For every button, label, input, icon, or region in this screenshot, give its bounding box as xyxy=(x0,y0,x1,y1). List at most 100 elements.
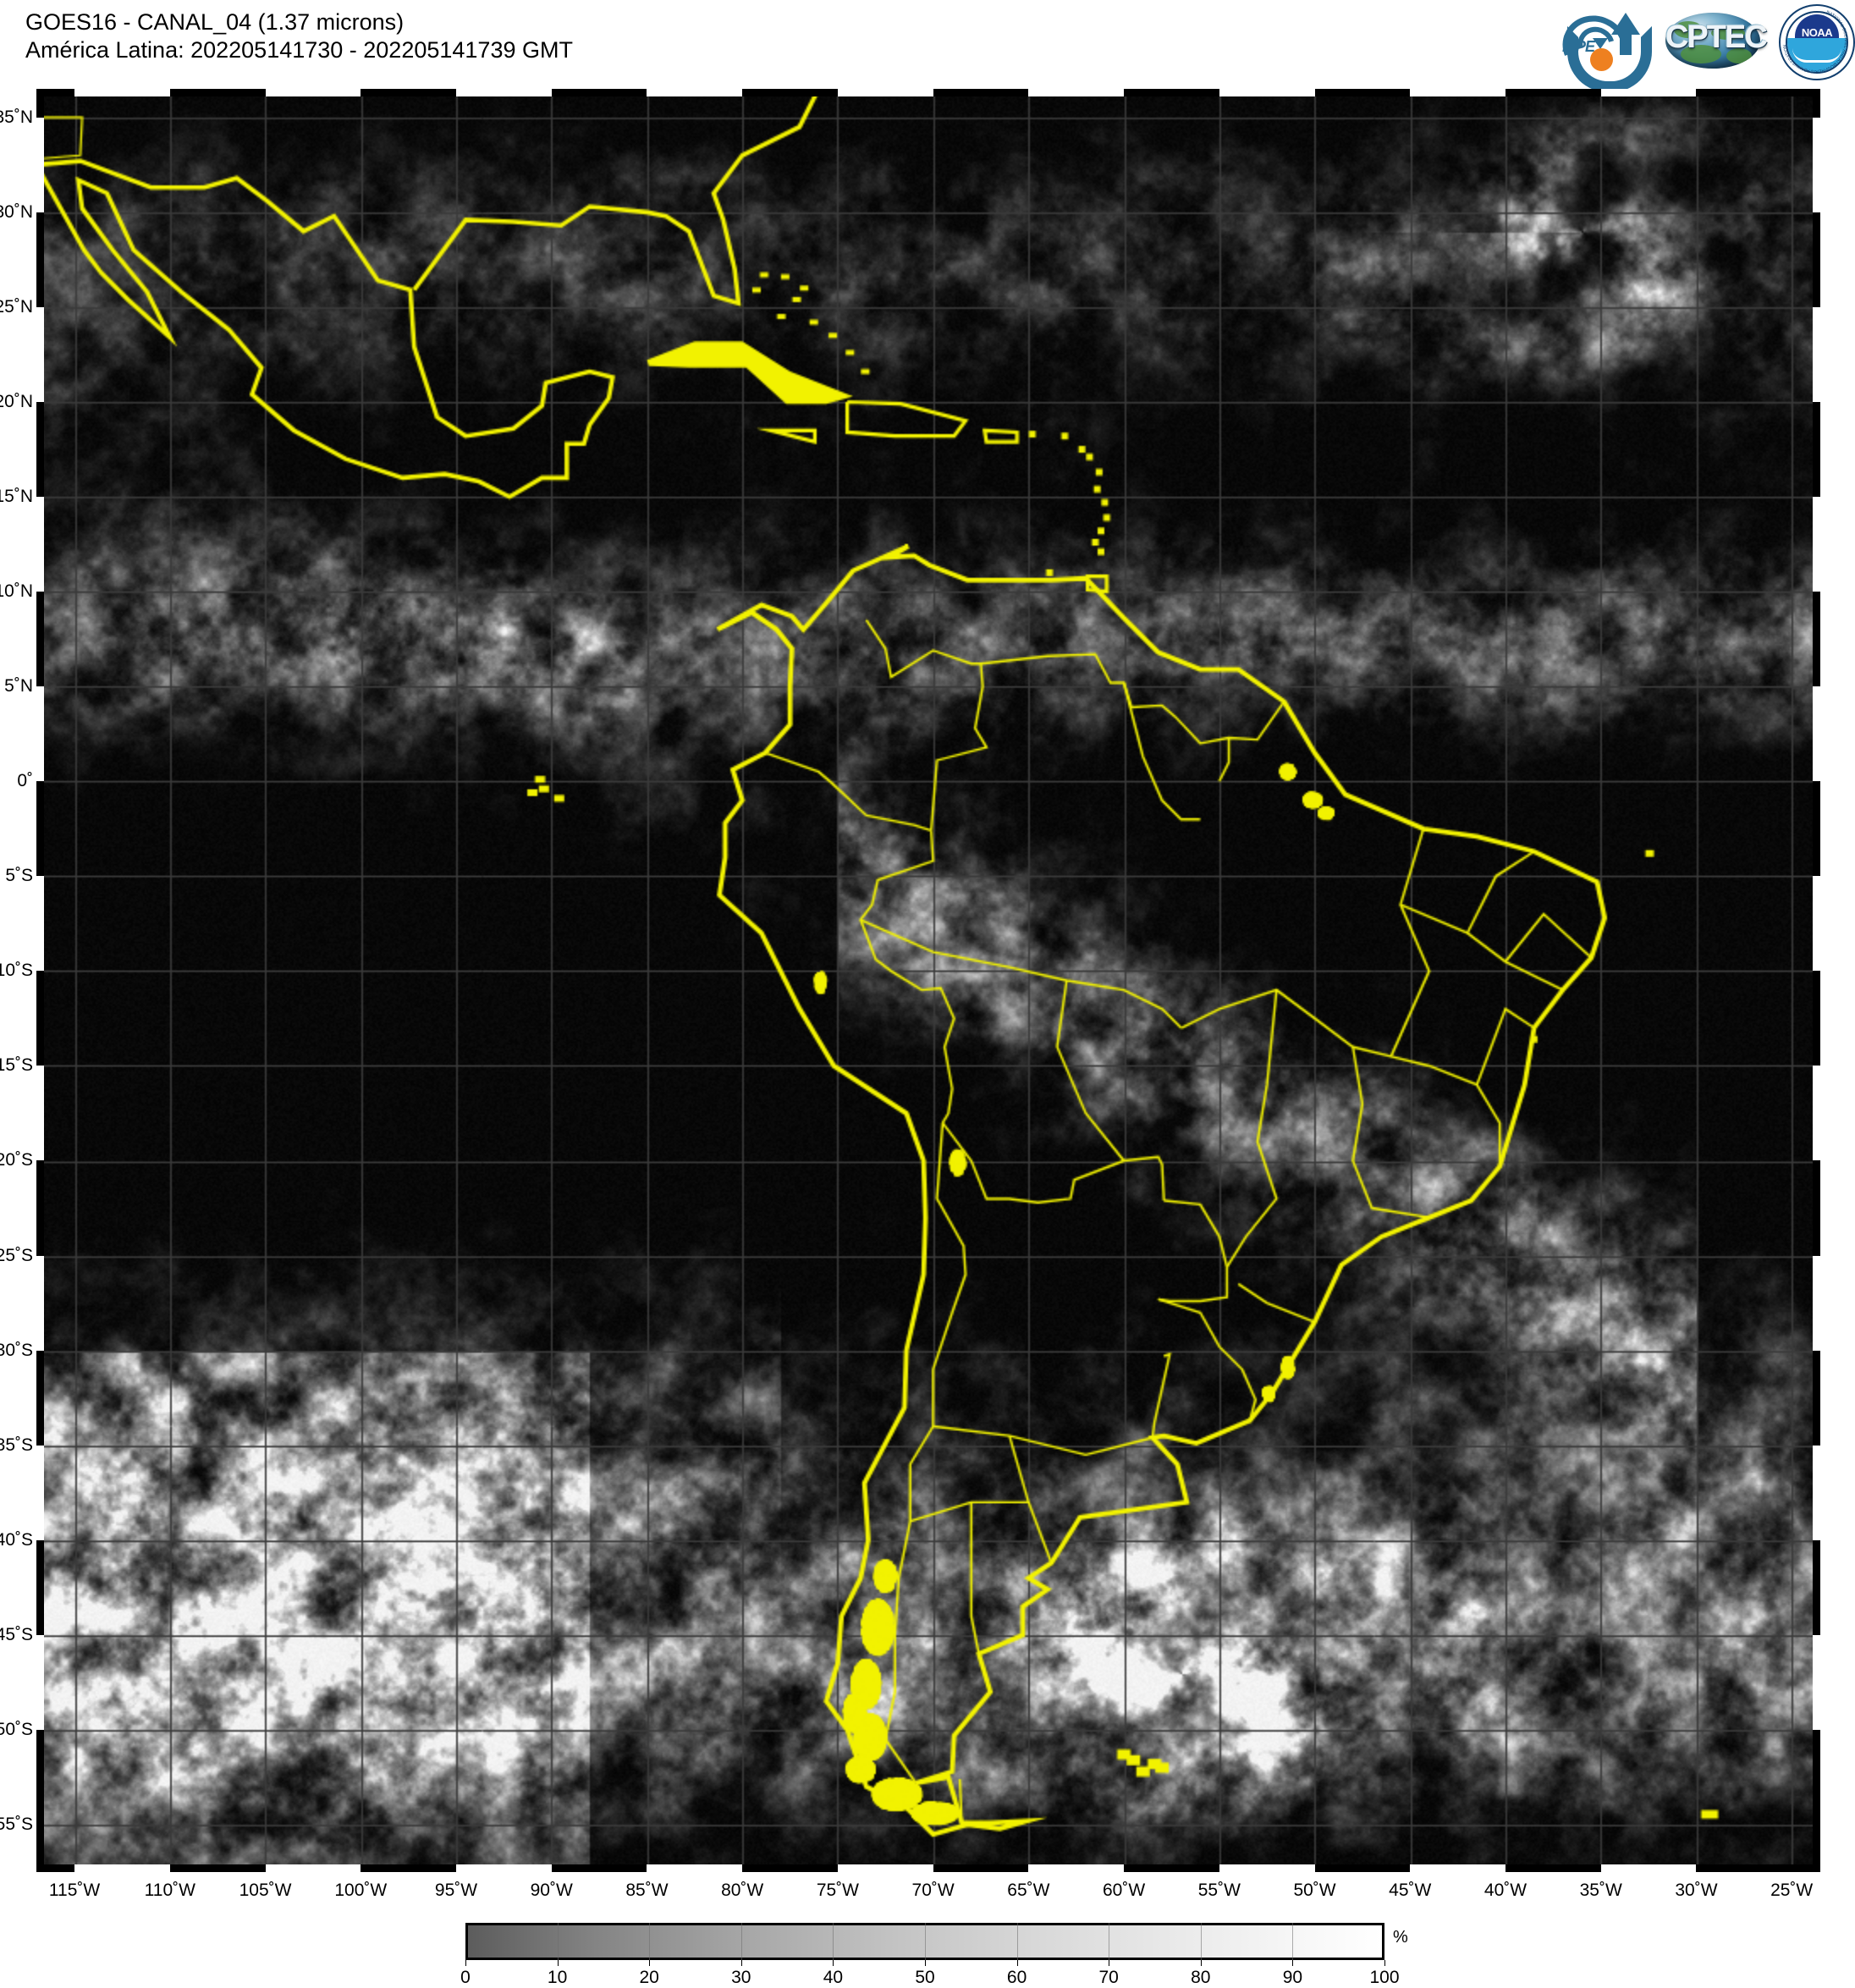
frame-tick-top xyxy=(1410,89,1505,96)
frame-tick-left xyxy=(36,1066,44,1161)
latitude-tick-label: 5˚S xyxy=(5,866,33,886)
longitude-tick-label: 110˚W xyxy=(144,1881,195,1900)
frame-tick-right xyxy=(1813,1445,1820,1540)
frame-tick-top xyxy=(265,89,361,96)
inpe-arrow-head-icon xyxy=(1611,13,1640,35)
longitude-tick-label: 50˚W xyxy=(1293,1881,1336,1900)
colorbar-tick-label: 30 xyxy=(731,1968,751,1987)
colorbar-gridline xyxy=(740,1923,742,1960)
latitude-tick-label: 20˚N xyxy=(0,391,33,411)
longitude-tick-label: 65˚W xyxy=(1007,1881,1050,1900)
frame-tick-top xyxy=(1600,89,1697,96)
longitude-tick-label: 90˚W xyxy=(530,1881,573,1900)
frame-tick-bottom xyxy=(74,1864,170,1872)
colorbar-gridline xyxy=(1016,1923,1018,1960)
svg-text:NATIONAL OCEANIC AND ATMOSPHER: NATIONAL OCEANIC AND ATMOSPHERIC ADMINIS… xyxy=(1782,10,1848,74)
colorbar-tick-label: 50 xyxy=(915,1968,935,1987)
longitude-tick-label: 30˚W xyxy=(1675,1881,1718,1900)
latitude-tick-label: 20˚S xyxy=(0,1150,33,1170)
longitude-tick-label: 55˚W xyxy=(1197,1881,1241,1900)
longitude-tick-label: 45˚W xyxy=(1389,1881,1432,1900)
frame-tick-bottom xyxy=(837,1864,933,1872)
latitude-tick-label: 0˚ xyxy=(17,771,33,791)
frame-tick-top xyxy=(74,89,170,96)
colorbar-gridline xyxy=(557,1923,559,1960)
frame-tick-right xyxy=(1813,306,1820,402)
latitude-tick-label: 30˚N xyxy=(0,201,33,222)
longitude-tick-label: 40˚W xyxy=(1483,1881,1527,1900)
longitude-tick-label: 85˚W xyxy=(625,1881,669,1900)
map-frame-right xyxy=(1813,89,1820,1872)
longitude-tick-label: 35˚W xyxy=(1579,1881,1622,1900)
inpe-arrow-stem-shape xyxy=(1620,30,1632,55)
cptec-land-shape xyxy=(1711,26,1745,40)
frame-tick-left xyxy=(36,876,44,972)
frame-tick-right xyxy=(1813,686,1820,782)
latitude-tick-label: 55˚S xyxy=(0,1814,33,1834)
latitude-tick-label: 35˚S xyxy=(0,1435,33,1455)
longitude-tick-label: 70˚W xyxy=(911,1881,955,1900)
title-block: GOES16 - CANAL_04 (1.37 microns) América… xyxy=(25,8,573,64)
frame-tick-bottom xyxy=(1600,1864,1697,1872)
frame-tick-top xyxy=(647,89,743,96)
inpe-orange-dot-shape xyxy=(1590,48,1613,71)
frame-tick-bottom xyxy=(1410,1864,1505,1872)
page-subtitle: América Latina: 202205141730 - 202205141… xyxy=(25,37,573,63)
colorbar-tick xyxy=(925,1960,926,1966)
colorbar[interactable]: % 0 10 20 30 40 50 60 70 80 90 100 xyxy=(460,1923,1408,1987)
frame-tick-left xyxy=(36,686,44,782)
frame-tick-bottom xyxy=(647,1864,743,1872)
cptec-land-shape xyxy=(1726,48,1752,63)
colorbar-tick xyxy=(833,1960,834,1966)
noaa-seal-icon: NOAA xyxy=(1786,11,1848,74)
frame-tick-right xyxy=(1813,1255,1820,1351)
latitude-tick-label: 50˚S xyxy=(0,1719,33,1739)
longitude-tick-label: 75˚W xyxy=(816,1881,859,1900)
colorbar-tick-label: 70 xyxy=(1098,1968,1119,1987)
latitude-tick-label: 10˚S xyxy=(0,961,33,981)
colorbar-tick xyxy=(1292,1960,1294,1966)
latitude-tick-label: 25˚N xyxy=(0,296,33,317)
colorbar-tick xyxy=(1384,1960,1385,1966)
satellite-image-canvas xyxy=(36,89,1820,1872)
colorbar-tick-label: 20 xyxy=(639,1968,659,1987)
latitude-tick-label: 5˚N xyxy=(4,676,33,697)
colorbar-tick-label: 0 xyxy=(460,1968,471,1987)
colorbar-tick xyxy=(465,1960,466,1966)
frame-tick-bottom xyxy=(456,1864,552,1872)
colorbar-gridline xyxy=(833,1923,834,1960)
longitude-tick-label: 95˚W xyxy=(434,1881,478,1900)
longitude-tick-label: 80˚W xyxy=(721,1881,764,1900)
inpe-arrow-tip-icon xyxy=(1593,38,1608,49)
latitude-tick-label: 40˚S xyxy=(0,1529,33,1550)
cptec-land-shape xyxy=(1681,45,1721,63)
frame-tick-left xyxy=(36,1445,44,1540)
header-bar: GOES16 - CANAL_04 (1.37 microns) América… xyxy=(0,0,1855,92)
colorbar-tick xyxy=(649,1960,651,1966)
colorbar-gridline xyxy=(925,1923,926,1960)
frame-tick-top xyxy=(1028,89,1125,96)
longitude-tick-label: 25˚W xyxy=(1770,1881,1814,1900)
latitude-tick-label: 45˚S xyxy=(0,1624,33,1644)
frame-tick-left xyxy=(36,496,44,592)
colorbar-tick xyxy=(1200,1960,1202,1966)
colorbar-tick-label: 10 xyxy=(547,1968,568,1987)
colorbar-gridline xyxy=(1200,1923,1202,1960)
frame-tick-bottom xyxy=(1219,1864,1315,1872)
colorbar-tick xyxy=(740,1960,742,1966)
inpe-logo: INPE xyxy=(1552,4,1652,92)
frame-tick-bottom xyxy=(1028,1864,1125,1872)
latitude-tick-label: 30˚S xyxy=(0,1340,33,1360)
colorbar-tick-label: 100 xyxy=(1369,1968,1400,1987)
cptec-globe-icon xyxy=(1665,13,1760,69)
frame-tick-top xyxy=(456,89,552,96)
satellite-map[interactable] xyxy=(36,89,1820,1872)
colorbar-unit-label: % xyxy=(1393,1928,1408,1947)
frame-tick-top xyxy=(1219,89,1315,96)
longitude-tick-label: 105˚W xyxy=(239,1881,292,1900)
frame-tick-right xyxy=(1813,1634,1820,1730)
latitude-tick-label: 10˚N xyxy=(0,581,33,601)
frame-tick-left xyxy=(36,1634,44,1730)
frame-tick-right xyxy=(1813,876,1820,972)
colorbar-gridline xyxy=(649,1923,651,1960)
